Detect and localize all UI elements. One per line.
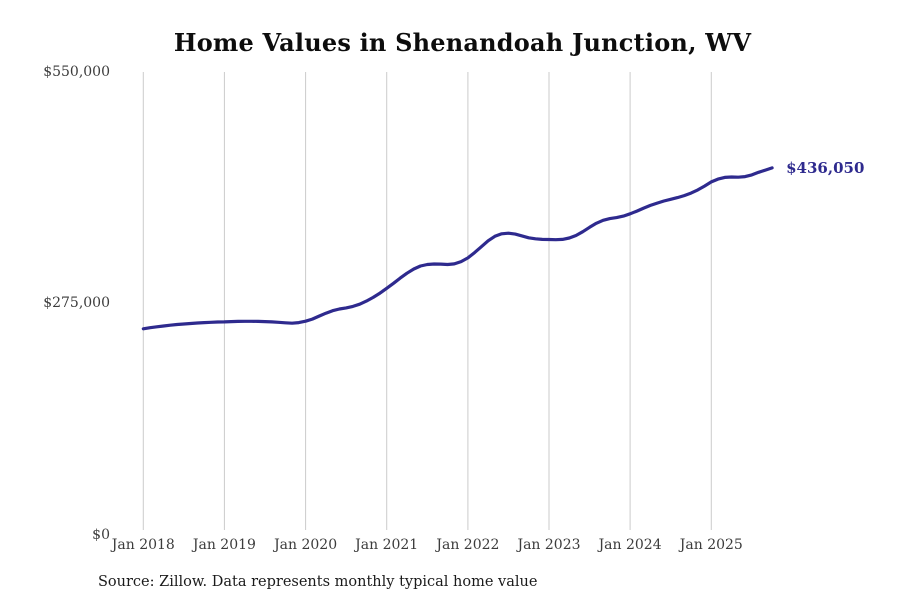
x-axis-tick-jan-2018: Jan 2018 — [111, 537, 175, 553]
x-axis-tick-jan-2023: Jan 2023 — [517, 537, 581, 553]
source-note: Source: Zillow. Data represents monthly … — [98, 574, 538, 590]
x-axis-tick-jan-2021: Jan 2021 — [355, 537, 419, 553]
x-axis-tick-jan-2022: Jan 2022 — [436, 537, 500, 553]
gridlines — [142, 72, 712, 530]
x-axis-tick-jan-2020: Jan 2020 — [274, 537, 338, 553]
x-axis-tick-jan-2024: Jan 2024 — [598, 537, 662, 553]
y-axis-tick-275000: $275,000 — [43, 295, 110, 311]
chart-title: Home Values in Shenandoah Junction, WV — [173, 28, 752, 57]
latest-value-label: $436,050 — [786, 158, 865, 177]
x-axis-tick-jan-2025: Jan 2025 — [679, 537, 743, 553]
x-axis-tick-jan-2019: Jan 2019 — [192, 537, 256, 553]
y-axis-tick-0: $0 — [92, 527, 110, 543]
y-axis-tick-550000: $550,000 — [43, 64, 110, 80]
home-value-line-series — [141, 166, 774, 331]
